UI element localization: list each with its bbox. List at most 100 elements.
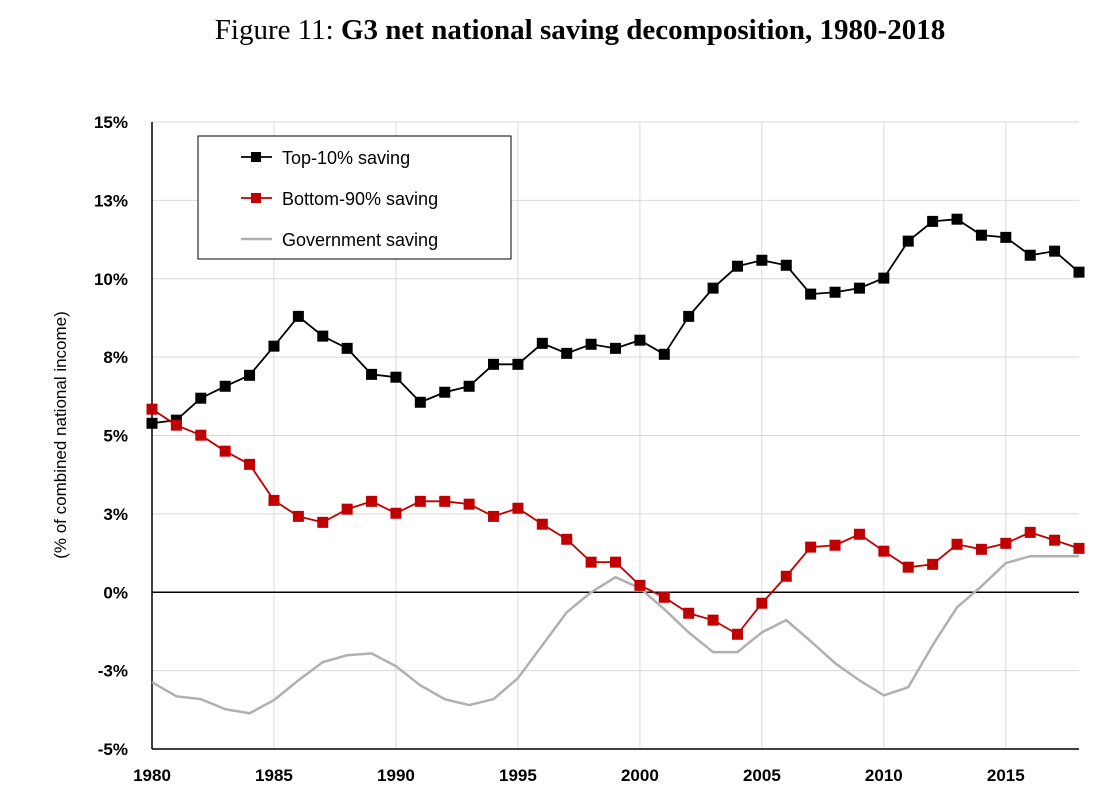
data-point bbox=[536, 518, 548, 530]
title-prefix: Figure 11: bbox=[214, 14, 334, 46]
chart-title: Figure 11: G3 net national saving decomp… bbox=[0, 14, 1105, 47]
x-tick-label: 2010 bbox=[865, 766, 903, 785]
data-point bbox=[219, 380, 231, 392]
axes: 15% 13% 10% 8% 5% 3% 0% -3% -5% 1980 1985 1990 1995 2… bbox=[94, 113, 1079, 785]
data-point bbox=[731, 260, 743, 272]
data-point bbox=[756, 597, 768, 609]
data-point bbox=[756, 254, 768, 266]
data-point bbox=[975, 229, 987, 241]
data-point bbox=[317, 516, 329, 528]
data-point bbox=[853, 282, 865, 294]
data-point bbox=[731, 628, 743, 640]
data-point bbox=[683, 607, 695, 619]
legend-label: Government saving bbox=[282, 230, 438, 250]
data-point bbox=[195, 392, 207, 404]
data-point bbox=[195, 429, 207, 441]
series-line-1 bbox=[151, 408, 1080, 636]
data-point bbox=[488, 358, 500, 370]
data-point bbox=[1073, 542, 1085, 554]
data-point bbox=[585, 338, 597, 350]
data-point bbox=[414, 495, 426, 507]
data-point bbox=[829, 539, 841, 551]
legend: Top-10% saving Bottom-90% saving Governmen… bbox=[197, 135, 512, 260]
y-tick-label: 8% bbox=[103, 348, 128, 367]
data-point bbox=[1024, 249, 1036, 261]
data-point bbox=[853, 528, 865, 540]
data-point bbox=[292, 510, 304, 522]
data-point bbox=[439, 495, 451, 507]
y-tick-label: 10% bbox=[94, 270, 128, 289]
data-point bbox=[463, 498, 475, 510]
data-point bbox=[512, 502, 524, 514]
x-tick-label: 2015 bbox=[987, 766, 1025, 785]
data-point bbox=[463, 380, 475, 392]
data-point bbox=[634, 334, 646, 346]
data-point bbox=[146, 417, 158, 429]
data-point bbox=[878, 272, 890, 284]
series-group bbox=[146, 213, 1085, 715]
x-tick-label: 2000 bbox=[621, 766, 659, 785]
data-point bbox=[390, 371, 402, 383]
x-tick-label: 1985 bbox=[255, 766, 293, 785]
data-point bbox=[829, 286, 841, 298]
x-tick-label: 1980 bbox=[133, 766, 171, 785]
data-point bbox=[951, 538, 963, 550]
data-point bbox=[610, 556, 621, 568]
data-point bbox=[585, 556, 597, 568]
y-axis-label: (% of combined national income) bbox=[51, 311, 70, 559]
y-tick-label: 5% bbox=[103, 427, 128, 446]
data-point bbox=[902, 561, 914, 573]
data-point bbox=[1024, 526, 1036, 538]
data-point bbox=[561, 533, 573, 545]
data-point bbox=[805, 541, 817, 553]
data-point bbox=[634, 579, 646, 591]
data-point bbox=[1000, 537, 1012, 549]
data-point bbox=[927, 215, 939, 227]
data-point bbox=[707, 282, 719, 294]
data-point bbox=[1073, 266, 1085, 278]
data-point bbox=[536, 337, 548, 349]
data-point bbox=[170, 419, 182, 431]
data-point bbox=[610, 342, 621, 354]
data-point bbox=[658, 591, 670, 603]
data-point bbox=[488, 510, 500, 522]
y-tick-label: 3% bbox=[103, 505, 128, 524]
data-point bbox=[439, 386, 451, 398]
data-point bbox=[512, 358, 524, 370]
x-tick-label: 1995 bbox=[499, 766, 537, 785]
y-tick-label: -5% bbox=[98, 740, 128, 759]
data-point bbox=[658, 348, 670, 360]
x-tick-label: 1990 bbox=[377, 766, 415, 785]
data-point bbox=[780, 570, 792, 582]
y-tick-label: 15% bbox=[94, 113, 128, 132]
data-point bbox=[268, 494, 280, 506]
data-point bbox=[366, 495, 378, 507]
legend-label: Top-10% saving bbox=[282, 148, 410, 168]
data-point bbox=[927, 558, 939, 570]
data-point bbox=[366, 368, 378, 380]
data-point bbox=[268, 340, 280, 352]
data-point bbox=[244, 369, 256, 381]
x-tick-label: 2005 bbox=[743, 766, 781, 785]
data-point bbox=[780, 259, 792, 271]
data-point bbox=[878, 545, 890, 557]
series-line-2 bbox=[151, 554, 1079, 715]
y-tick-label: 0% bbox=[103, 583, 128, 602]
data-point bbox=[951, 213, 963, 225]
data-point bbox=[244, 458, 256, 470]
data-point bbox=[414, 396, 426, 408]
data-point bbox=[561, 347, 573, 359]
data-point bbox=[390, 507, 402, 519]
y-tick-label: -3% bbox=[98, 662, 128, 681]
data-point bbox=[146, 403, 158, 415]
data-point bbox=[707, 614, 719, 626]
data-point bbox=[1000, 231, 1012, 243]
data-point bbox=[219, 445, 231, 457]
data-point bbox=[341, 503, 353, 515]
data-point bbox=[1049, 245, 1061, 257]
legend-marker-0 bbox=[251, 152, 261, 162]
data-point bbox=[1049, 534, 1061, 546]
data-point bbox=[317, 330, 329, 342]
data-point bbox=[683, 310, 695, 322]
